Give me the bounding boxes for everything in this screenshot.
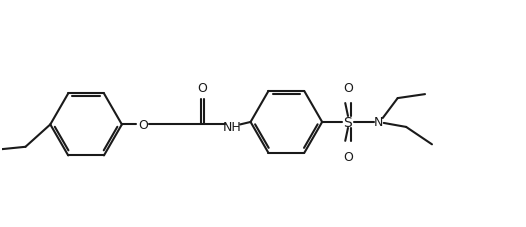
- Text: O: O: [343, 81, 353, 94]
- Text: O: O: [138, 118, 148, 131]
- Text: NH: NH: [222, 121, 241, 134]
- Text: N: N: [374, 116, 383, 129]
- Text: O: O: [198, 82, 208, 95]
- Text: S: S: [343, 116, 352, 129]
- Text: O: O: [343, 151, 353, 163]
